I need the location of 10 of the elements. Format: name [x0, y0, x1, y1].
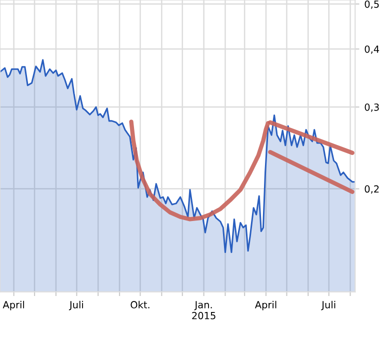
x-tick-label: April: [254, 300, 276, 310]
x-tick-label: Juli: [321, 300, 336, 310]
x-tick-label: Juli: [68, 300, 83, 310]
y-tick-label: 0,3: [364, 104, 379, 112]
x-tick-label: April: [2, 300, 24, 310]
x-tick-label: Okt.: [130, 300, 150, 308]
y-tick-label: 0,4: [364, 45, 380, 54]
y-tick-label: 0,2: [364, 185, 379, 194]
x-tick-label: Jan. 2015: [192, 301, 216, 320]
y-tick-label: 0,5: [364, 0, 379, 9]
